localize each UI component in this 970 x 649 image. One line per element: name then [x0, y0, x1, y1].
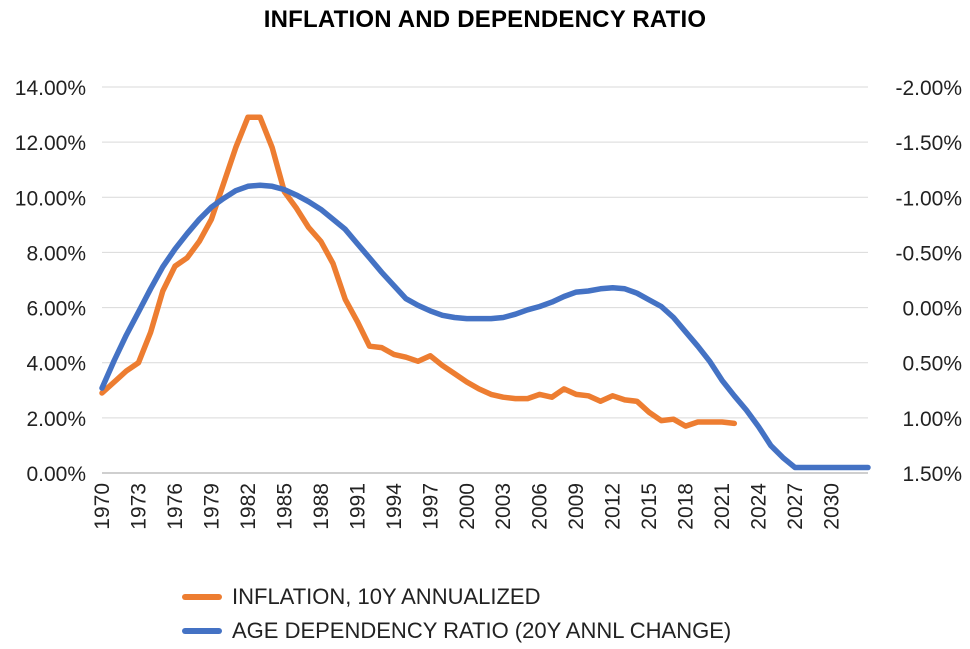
x-axis-tick-label: 2018 [675, 483, 698, 530]
left-axis-tick-label: 0.00% [26, 463, 86, 486]
left-axis-tick-label: 4.00% [26, 353, 86, 376]
x-axis-tick-label: 1988 [310, 483, 333, 530]
x-axis-tick-label: 2030 [821, 483, 844, 530]
x-axis-tick-label: 1976 [164, 483, 187, 530]
x-axis-tick-label: 2012 [602, 483, 625, 530]
legend-item-inflation: INFLATION, 10Y ANNUALIZED [182, 580, 731, 614]
legend-item-dependency: AGE DEPENDENCY RATIO (20Y ANNL CHANGE) [182, 614, 731, 648]
chart-title: INFLATION AND DEPENDENCY RATIO [263, 6, 707, 33]
x-axis-tick-label: 2009 [565, 483, 588, 530]
x-axis-tick-label: 1973 [127, 483, 150, 530]
left-axis-tick-label: 6.00% [26, 298, 86, 321]
inflation-line [99, 114, 738, 429]
x-axis-tick-label: 1970 [91, 483, 114, 530]
legend-swatch-inflation [182, 594, 222, 600]
x-axis-tick-label: 1997 [419, 483, 442, 530]
x-axis-tick-label: 2015 [638, 483, 661, 530]
x-axis-tick-label: 1982 [237, 483, 260, 530]
legend-label-inflation: INFLATION, 10Y ANNUALIZED [232, 584, 541, 609]
right-axis-tick-label: -1.50% [895, 132, 962, 155]
legend-label-dependency: AGE DEPENDENCY RATIO (20Y ANNL CHANGE) [232, 618, 732, 643]
x-axis-tick-label: 1991 [346, 483, 369, 530]
x-axis-tick-label: 1994 [383, 483, 406, 530]
x-axis-tick-label: 2021 [711, 483, 734, 530]
x-axis-tick-label: 2000 [456, 483, 479, 530]
right-axis-tick-label: 1.00% [902, 408, 962, 431]
legend-swatch-dependency [182, 628, 222, 634]
left-axis-tick-label: 8.00% [26, 242, 86, 265]
chart-legend: INFLATION, 10Y ANNUALIZED AGE DEPENDENCY… [182, 580, 731, 648]
x-axis-tick-label: 2003 [492, 483, 515, 530]
left-axis-tick-label: 10.00% [15, 187, 86, 210]
right-axis-tick-label: 0.00% [902, 298, 962, 321]
x-axis-tick-label: 2024 [748, 483, 771, 530]
left-axis-tick-label: 12.00% [15, 132, 86, 155]
right-axis-tick-label: -1.00% [895, 187, 962, 210]
right-axis-tick-label: -0.50% [895, 242, 962, 265]
x-axis-tick-label: 2027 [784, 483, 807, 530]
right-axis-tick-label: 0.50% [902, 353, 962, 376]
left-axis-tick-label: 2.00% [26, 408, 86, 431]
right-axis-tick-label: 1.50% [902, 463, 962, 486]
x-axis-tick-label: 2006 [529, 483, 552, 530]
dependency-ratio-line [99, 182, 871, 471]
x-axis-tick-label: 1979 [200, 483, 223, 530]
right-axis-tick-label: -2.00% [895, 77, 962, 100]
left-axis-tick-label: 14.00% [15, 77, 86, 100]
x-axis-tick-label: 1985 [273, 483, 296, 530]
